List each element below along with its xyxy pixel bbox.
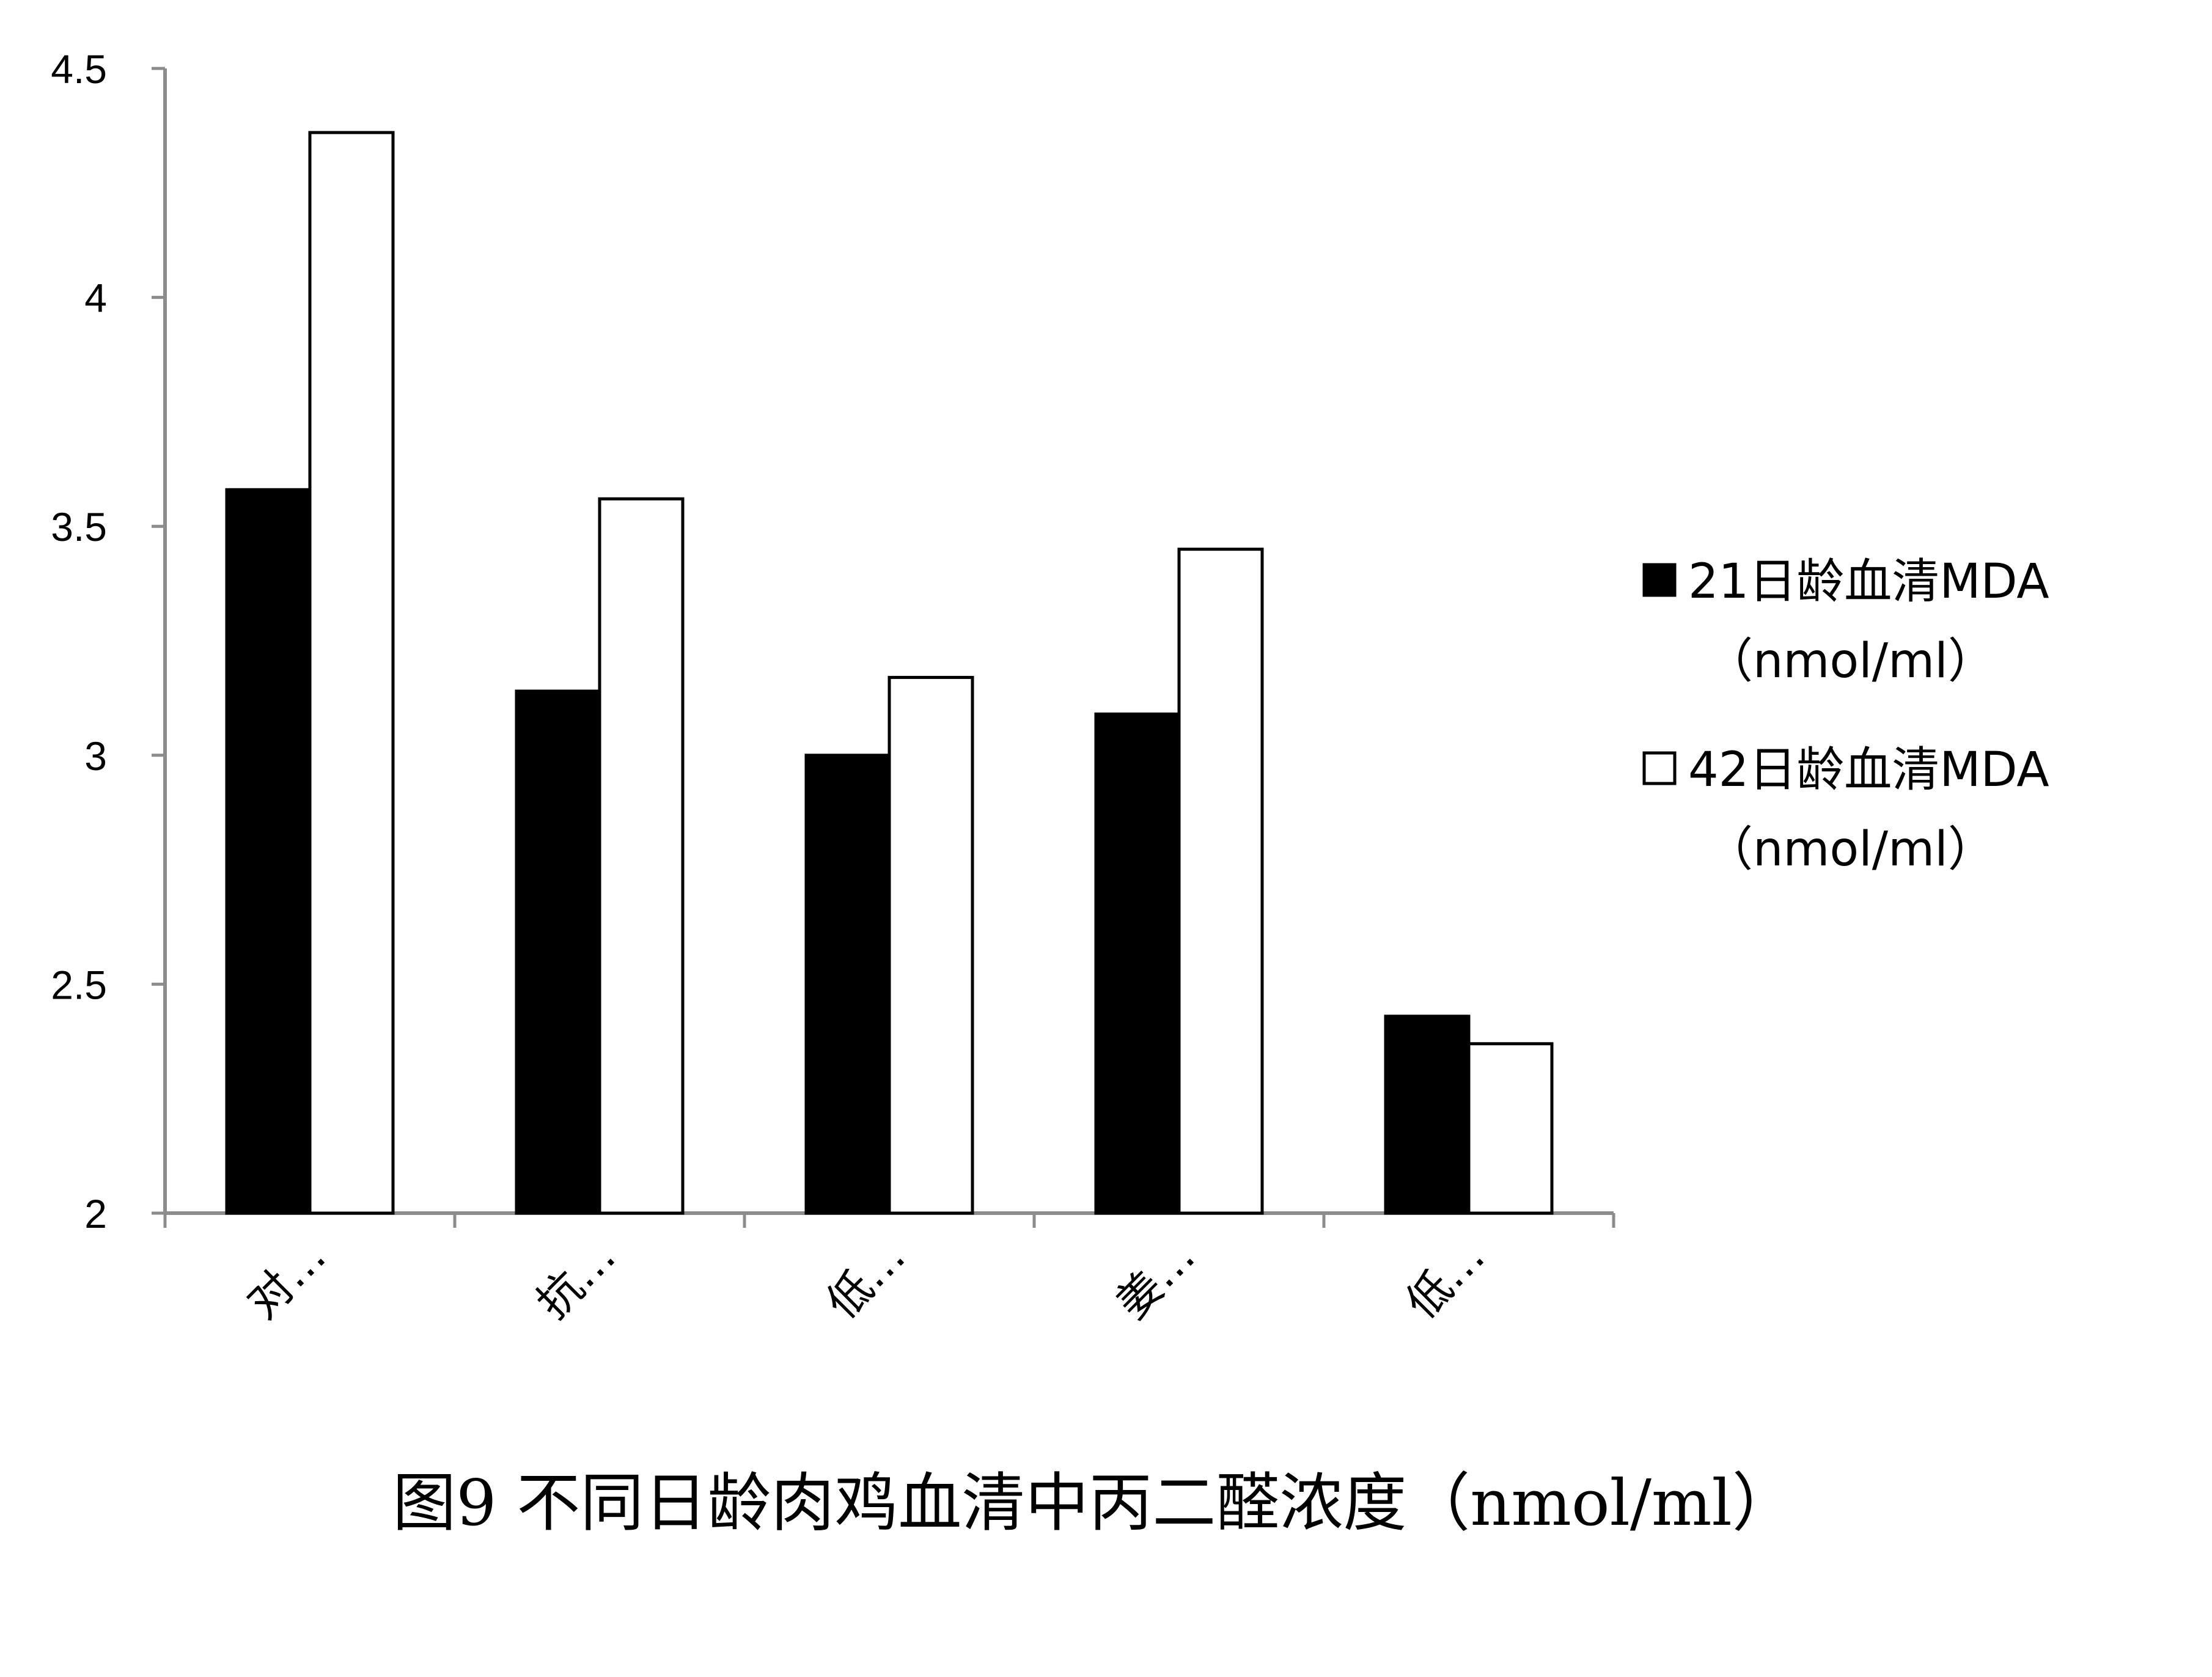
category-label: 抗… — [527, 1230, 625, 1329]
bar-series-2 — [598, 497, 685, 1215]
category-labels: 对… 抗… 低… 姜… 低… — [237, 1230, 1494, 1329]
y-tick-label: 4.5 — [51, 46, 107, 92]
figure-caption: 图9 不同日龄肉鸡血清中丙二醛浓度（nmol/ml） — [392, 1466, 1796, 1540]
y-tick-label: 2 — [84, 1191, 107, 1236]
bar-series-1 — [515, 689, 601, 1215]
category-label: 对… — [237, 1230, 336, 1329]
category-label: 姜… — [1106, 1230, 1205, 1329]
category-label: 低… — [1396, 1230, 1494, 1329]
legend: 21日龄血清MDA （nmol/ml） 42日龄血清MDA （nmol/ml） — [1642, 554, 2049, 877]
bar-series-2 — [1467, 1042, 1554, 1215]
y-tick-label: 2.5 — [51, 962, 107, 1007]
bars — [225, 131, 1554, 1215]
legend-swatch-2 — [1642, 751, 1677, 785]
legend-label-2: （nmol/ml） — [1705, 822, 1996, 877]
legend-swatch-1 — [1642, 563, 1677, 597]
legend-label-2: 42日龄血清MDA — [1688, 743, 2049, 798]
y-tick-label: 3 — [84, 733, 107, 779]
bar-series-2 — [1177, 548, 1264, 1215]
legend-label-1: （nmol/ml） — [1705, 634, 1996, 689]
legend-label-1: 21日龄血清MDA — [1688, 554, 2049, 609]
axes — [152, 67, 1615, 1228]
bar-series-1 — [1384, 1015, 1471, 1215]
bar-series-1 — [804, 754, 891, 1215]
bar-series-2 — [308, 131, 395, 1215]
bar-series-1 — [225, 488, 312, 1215]
bar-series-1 — [1094, 712, 1181, 1215]
y-tick-label: 3.5 — [51, 504, 107, 549]
bar-series-2 — [887, 675, 974, 1215]
category-label: 低… — [817, 1230, 915, 1329]
y-tick-labels: 2 2.5 3 3.5 4 4.5 — [51, 46, 107, 1236]
y-tick-label: 4 — [84, 276, 107, 321]
